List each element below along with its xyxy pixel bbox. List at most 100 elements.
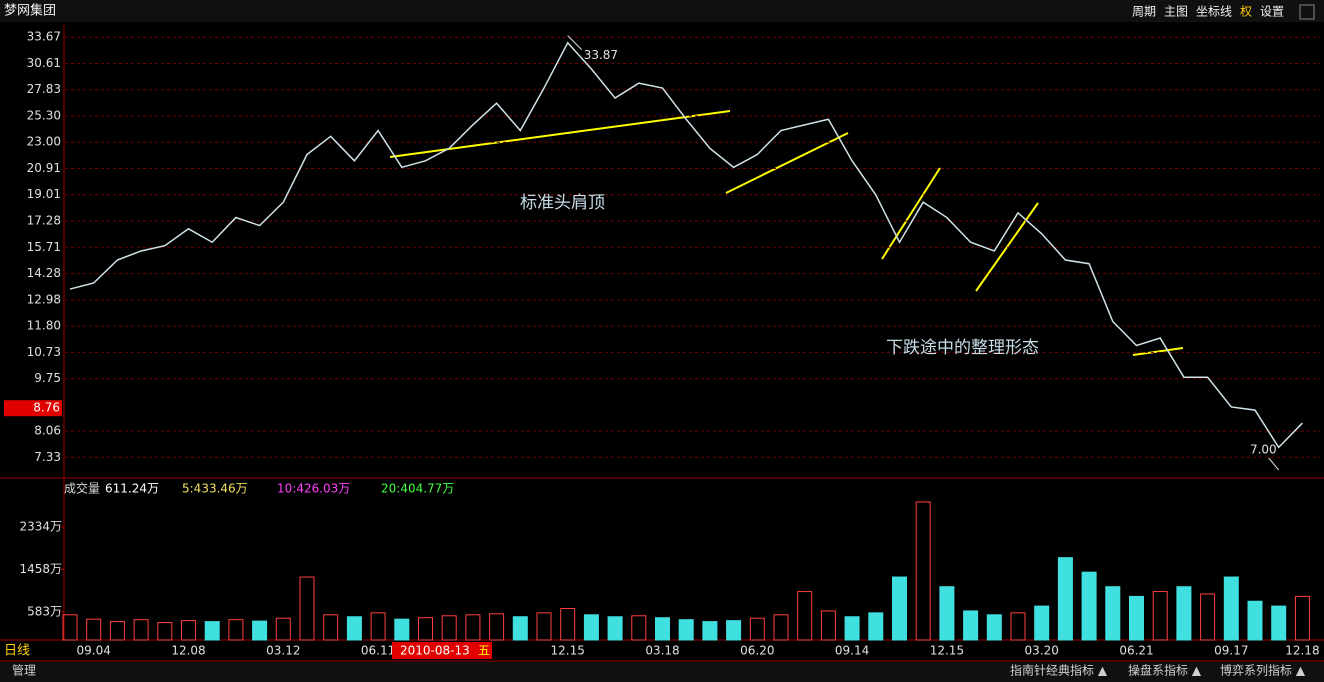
volume-bar — [1034, 605, 1050, 641]
volume-bar — [773, 614, 789, 641]
y-tick-label: 15.71 — [27, 240, 61, 254]
volume-bar — [749, 617, 765, 641]
volume-bar — [1105, 586, 1121, 641]
volume-bar — [939, 586, 955, 641]
date: 2010-08-13 — [400, 644, 470, 658]
volume-bar — [1223, 576, 1239, 641]
x-tick-label: 03.12 — [266, 644, 300, 658]
y-tick-label: 11.80 — [27, 319, 61, 333]
x-tick-label: 06.20 — [740, 644, 774, 658]
volume-bar — [560, 608, 576, 641]
volume-bar — [86, 618, 102, 641]
high-label: 33.87 — [584, 48, 618, 62]
volume-bar — [702, 621, 718, 641]
volume-bar — [346, 616, 362, 641]
volume-tick-label: 583万 — [27, 604, 62, 618]
price-line — [69, 41, 1303, 449]
volume-bar — [181, 620, 196, 641]
annotation: 下跌途中的整理形态 — [886, 338, 1039, 358]
menu-item[interactable]: 权 — [1240, 5, 1252, 19]
volume-bar — [275, 617, 291, 641]
y-tick-label: 7.33 — [34, 450, 61, 464]
top-bar — [0, 0, 1324, 22]
menu-item[interactable]: 坐标线 — [1196, 5, 1232, 19]
y-tick-label: 8.06 — [34, 424, 61, 438]
x-tick-label: 12.15 — [551, 644, 585, 658]
low-label: 7.00 — [1250, 443, 1277, 457]
volume-bar — [726, 620, 742, 641]
volume-bar — [986, 614, 1002, 641]
menu-item[interactable]: 设置 — [1260, 5, 1284, 19]
indicator-tab[interactable]: 操盘系指标 ▲ — [1128, 663, 1202, 678]
x-tick-label: 12.15 — [930, 644, 964, 658]
volume-tick-label: 1458万 — [19, 562, 62, 576]
volume-bar — [820, 610, 836, 641]
y-tick-label: 17.28 — [27, 214, 61, 228]
x-tick-label: 12.08 — [171, 644, 205, 658]
x-tick-label: 06.21 — [1119, 644, 1153, 658]
volume-bar — [868, 612, 884, 641]
volume-bar — [109, 621, 125, 641]
volume-bar — [1176, 586, 1192, 641]
x-tick-label: 09.04 — [77, 644, 111, 658]
volume-bar — [157, 622, 173, 641]
volume-bar — [797, 591, 813, 641]
volume-bar — [678, 619, 694, 641]
x-tick-label: 03.18 — [645, 644, 679, 658]
volume-bar — [133, 619, 149, 641]
volume-legend: 611.24万 — [105, 482, 159, 496]
weekday: 五 — [478, 644, 490, 658]
volume-bar — [418, 617, 433, 641]
volume-bar — [963, 610, 979, 641]
volume-bar — [441, 615, 457, 641]
volume-legend: 5:433.46万 — [182, 482, 248, 496]
y-tick-label: 33.67 — [27, 30, 61, 44]
low-arrow — [1268, 457, 1280, 471]
indicator-tab[interactable]: 博弈系列指标 ▲ — [1220, 663, 1306, 678]
volume-bar — [1271, 605, 1287, 641]
volume-bar — [631, 615, 647, 641]
y-tick-label: 30.61 — [27, 56, 61, 70]
volume-bar — [1129, 595, 1144, 641]
volume-bar — [607, 616, 623, 641]
y-tick-label: 10.73 — [27, 345, 61, 359]
volume-bar — [1010, 612, 1026, 641]
volume-bar — [299, 576, 315, 641]
volume-bar — [536, 612, 552, 641]
volume-bar — [323, 614, 339, 641]
y-tick-label: 23.00 — [27, 135, 61, 149]
volume-bar — [583, 614, 599, 641]
stock-title: 梦网集团 — [4, 3, 56, 19]
x-tick-label: 09.14 — [835, 644, 869, 658]
volume-bar — [655, 617, 670, 641]
volume-bar — [1294, 595, 1310, 641]
x-tick-label: 06.11 — [361, 644, 395, 658]
trend-lines — [389, 110, 1184, 356]
y-tick-label: 14.28 — [27, 266, 61, 280]
volume-bar — [844, 616, 860, 641]
volume-bar — [1200, 593, 1216, 641]
manage[interactable]: 管理 — [12, 663, 36, 678]
bottom-bar — [0, 662, 1324, 682]
indicator-tab[interactable]: 指南针经典指标 ▲ — [1010, 663, 1108, 678]
volume-bar — [1247, 600, 1263, 641]
volume-bar — [204, 621, 220, 641]
volume-bar — [915, 501, 931, 641]
volume-bar — [252, 620, 268, 641]
y-tick-label: 12.98 — [27, 292, 61, 306]
volume-bar — [370, 612, 386, 641]
volume-bar — [394, 618, 410, 641]
scroll-up[interactable] — [1299, 4, 1315, 20]
menu-item[interactable]: 周期 — [1132, 5, 1156, 19]
volume-bar — [1081, 571, 1097, 641]
period[interactable]: 日线 — [4, 644, 30, 659]
y-tick-label: 27.83 — [27, 82, 61, 96]
volume-legend: 20:404.77万 — [381, 482, 454, 496]
volume-bar — [1152, 591, 1168, 641]
x-tick-label: 09.17 — [1214, 644, 1248, 658]
menu-item[interactable]: 主图 — [1164, 5, 1188, 19]
y-tick-label: 25.30 — [27, 108, 61, 122]
current-price-box — [4, 400, 62, 417]
